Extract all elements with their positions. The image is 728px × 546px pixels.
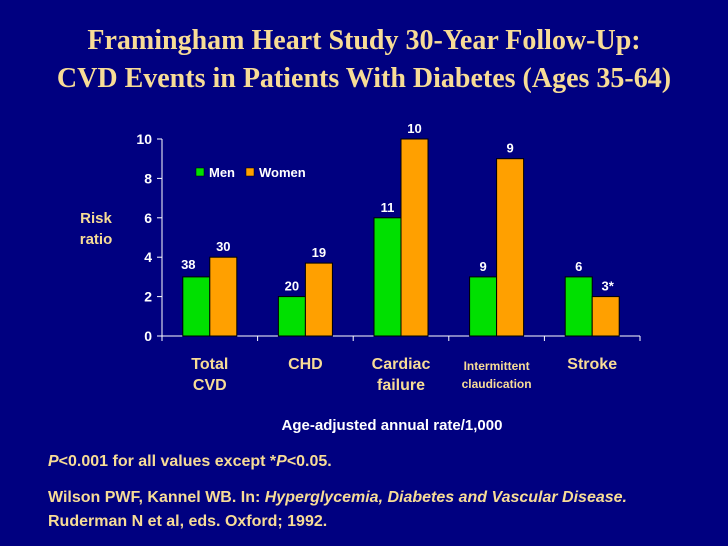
bar-women bbox=[304, 262, 333, 337]
legend-label-men: Men bbox=[209, 165, 235, 180]
bar-men bbox=[182, 276, 211, 337]
data-label: 38 bbox=[181, 257, 195, 272]
bar-women bbox=[496, 158, 525, 337]
category-label: Total bbox=[191, 356, 228, 373]
bar-women bbox=[209, 256, 238, 337]
y-tick-label: 4 bbox=[144, 249, 152, 265]
title-line-2: CVD Events in Patients With Diabetes (Ag… bbox=[56, 63, 672, 94]
data-label: 30 bbox=[216, 239, 230, 254]
bar-men bbox=[469, 276, 498, 337]
y-tick-label: 2 bbox=[144, 289, 152, 305]
y-tick-label: 10 bbox=[136, 131, 152, 147]
x-axis-label: Age-adjusted annual rate/1,000 bbox=[282, 417, 503, 434]
y-axis-label: Risk bbox=[80, 210, 112, 227]
bar-men bbox=[277, 296, 306, 337]
citation-book-title: Hyperglycemia, Diabetes and Vascular Dis… bbox=[264, 489, 627, 506]
data-label: 10 bbox=[407, 121, 421, 136]
legend-swatch-men bbox=[195, 167, 205, 177]
footnote-text-2: <0.05. bbox=[286, 453, 332, 470]
data-label: 9 bbox=[506, 141, 513, 156]
data-label: 19 bbox=[312, 245, 326, 260]
category-label: CHD bbox=[288, 356, 323, 373]
data-label: 9 bbox=[479, 259, 486, 274]
title-line-1: Framingham Heart Study 30-Year Follow-Up… bbox=[87, 25, 641, 56]
category-label: Stroke bbox=[567, 356, 617, 373]
category-label: CVD bbox=[193, 377, 227, 394]
page-title: Framingham Heart Study 30-Year Follow-Up… bbox=[0, 22, 728, 98]
legend-label-women: Women bbox=[259, 165, 306, 180]
footnote: P<0.001 for all values except *P<0.05. bbox=[48, 450, 332, 474]
y-tick-label: 8 bbox=[144, 170, 152, 186]
bar-men bbox=[373, 217, 402, 337]
y-axis-label: ratio bbox=[80, 231, 113, 248]
y-tick-label: 0 bbox=[144, 328, 152, 344]
data-label: 20 bbox=[285, 279, 299, 294]
footnote-p-italic: P bbox=[48, 453, 59, 470]
data-label: 11 bbox=[381, 200, 395, 215]
category-label: claudication bbox=[462, 377, 532, 391]
citation-part-1: Wilson PWF, Kannel WB. In: bbox=[48, 489, 265, 506]
data-label: 6 bbox=[575, 259, 582, 274]
legend-swatch-women bbox=[245, 167, 255, 177]
category-label: failure bbox=[377, 377, 425, 394]
bar-women bbox=[591, 296, 620, 337]
bar-women bbox=[400, 138, 429, 337]
footnote-text-1: <0.001 for all values except * bbox=[58, 453, 277, 470]
bar-men bbox=[564, 276, 593, 337]
footnote-p-italic-2: P bbox=[276, 453, 287, 470]
category-label: Intermittent bbox=[464, 359, 530, 373]
citation-part-2: Ruderman N et al, eds. Oxford; 1992. bbox=[48, 513, 328, 530]
data-label: 3* bbox=[602, 279, 615, 294]
y-tick-label: 6 bbox=[144, 210, 152, 226]
citation: Wilson PWF, Kannel WB. In: Hyperglycemia… bbox=[48, 486, 708, 534]
category-label: Cardiac bbox=[372, 356, 431, 373]
